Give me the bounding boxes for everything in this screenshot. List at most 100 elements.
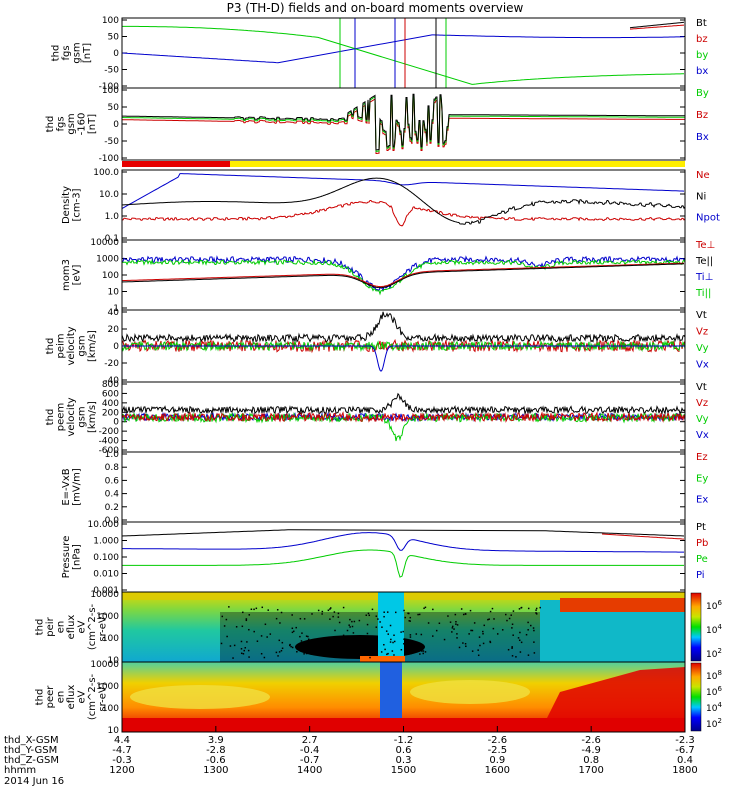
x-tick-label: 2.7 (302, 735, 318, 746)
series-line-pi (122, 532, 684, 553)
y-axis-label: peir (45, 616, 56, 636)
y-axis-label: E=-VxB (61, 468, 72, 505)
chart-title: P3 (TH-D) fields and on-board moments ov… (226, 1, 524, 15)
y-tick-label: 200 (102, 408, 119, 418)
y-axis-label: thd (35, 689, 46, 706)
panel-fgs-scaled: thd fgs gsm -160 [nT] 100 50 0 -50 -100 By Bz Bx (45, 86, 709, 164)
legend-entry: Vz (696, 327, 708, 338)
legend-entry: Te|| (695, 256, 713, 267)
x-tick-label: -2.3 (675, 735, 695, 746)
x-tick-label: -2.6 (581, 735, 601, 746)
panel-density: Density [cm-3] 100.0 10.0 1.0 0.1 Ne Ni Npot (61, 168, 720, 244)
y-axis-label: en (56, 691, 67, 704)
x-tick-label: -2.5 (488, 745, 508, 756)
x-tick-label: 4.4 (114, 735, 130, 746)
legend-entry: Pi (696, 570, 705, 581)
x-tick-label: 1700 (578, 765, 603, 776)
y-tick-label: 40 (108, 308, 120, 318)
electron-velocity-series (121, 392, 686, 442)
y-axis-label: [km/s] (87, 330, 98, 362)
y-tick-label: 0.4 (105, 490, 120, 500)
y-tick-label: 100 (102, 16, 119, 26)
y-tick-label: 100 (102, 634, 119, 644)
x-axis-row-label: thd_Y-GSM (4, 745, 57, 756)
x-tick-label: 0.3 (396, 755, 412, 766)
y-tick-label: -50 (104, 66, 119, 76)
legend-entry: Vx (696, 360, 709, 371)
series-line-ne (122, 200, 686, 227)
y-tick-label: 0.2 (105, 503, 119, 513)
x-axis-row-label: hhmm (4, 765, 36, 776)
series-line-vz (121, 411, 686, 423)
legend-entry: Vy (696, 414, 709, 425)
y-tick-label: 10.0 (99, 190, 119, 200)
legend-entry: Pb (696, 538, 708, 549)
y-tick-label: -600 (99, 446, 120, 456)
y-axis-label: [nT] (87, 114, 98, 134)
x-tick-label: 0.9 (489, 755, 505, 766)
legend-entry: Pt (696, 522, 706, 533)
x-tick-label: -6.7 (675, 745, 695, 756)
fgs-series (122, 18, 685, 88)
x-tick-label: 0.8 (583, 755, 599, 766)
legend-entry: Npot (696, 213, 720, 224)
x-tick-label: -2.8 (206, 745, 226, 756)
y-tick-label: 10000 (90, 660, 119, 670)
legend-entry: by (696, 50, 708, 61)
y-axis-label: -160 (77, 113, 88, 136)
series-line-te-perp (121, 262, 685, 288)
y-axis-label: mom3 (61, 259, 72, 291)
y-tick-label: 0.0 (105, 516, 120, 526)
y-axis-label: peer (45, 685, 56, 709)
y-axis-label: eflux (66, 615, 77, 640)
y-tick-label: 10.000 (88, 520, 120, 530)
y-tick-label: -100 (99, 82, 120, 92)
legend-entry: Ex (696, 495, 708, 506)
region-bar (122, 161, 230, 167)
y-tick-label: 10 (108, 656, 120, 666)
y-tick-label: 20 (108, 325, 120, 335)
x-tick-label: -0.6 (206, 755, 226, 766)
series-line-pt (121, 529, 685, 537)
panel-frame (121, 87, 686, 161)
y-tick-label: 1000 (96, 612, 119, 622)
x-tick-label: 1800 (672, 765, 697, 776)
y-axis-label: [mV/m] (71, 468, 82, 506)
y-tick-label: 100.0 (93, 168, 119, 178)
y-tick-label: 1000 (96, 255, 119, 265)
y-tick-label: 0 (113, 342, 119, 352)
region-bar (230, 161, 685, 167)
x-tick-label: -4.7 (112, 745, 132, 756)
y-tick-label: -50 (104, 137, 119, 147)
y-tick-label: 1.0 (105, 450, 120, 460)
series-line-bz (629, 24, 685, 30)
x-tick-label: 0.4 (677, 755, 693, 766)
legend-entry: Te⊥ (695, 240, 715, 251)
y-tick-label: 50 (108, 33, 120, 43)
y-tick-label: 800 (102, 380, 119, 390)
series-line-vy (121, 411, 686, 442)
colorbar (690, 592, 702, 662)
series-line-ti-par (122, 258, 686, 296)
y-tick-label: 50 (108, 103, 120, 113)
series-line-npot (121, 173, 685, 209)
y-axis-label: thd (45, 338, 56, 355)
legend-entry: Vy (696, 343, 709, 354)
series-line-pb (601, 533, 685, 540)
y-axis-label: thd (45, 409, 56, 426)
y-axis-label: eV (77, 620, 88, 633)
y-axis-label: Pressure (61, 536, 72, 579)
y-tick-label: 0.001 (93, 586, 119, 596)
series-line-vt (121, 392, 686, 416)
x-tick-label: -4.9 (581, 745, 601, 756)
y-tick-label: 1.000 (93, 537, 119, 547)
y-tick-label: -200 (99, 427, 120, 437)
y-tick-label: 10000 (90, 590, 119, 600)
density-series (121, 173, 686, 227)
colorbar-label: 102 (706, 717, 722, 730)
colorbar-label: 106 (706, 599, 722, 612)
legend-entry: bz (696, 34, 708, 45)
x-tick-label: 1300 (203, 765, 228, 776)
y-axis-label: (cm^2-s- (87, 673, 98, 720)
